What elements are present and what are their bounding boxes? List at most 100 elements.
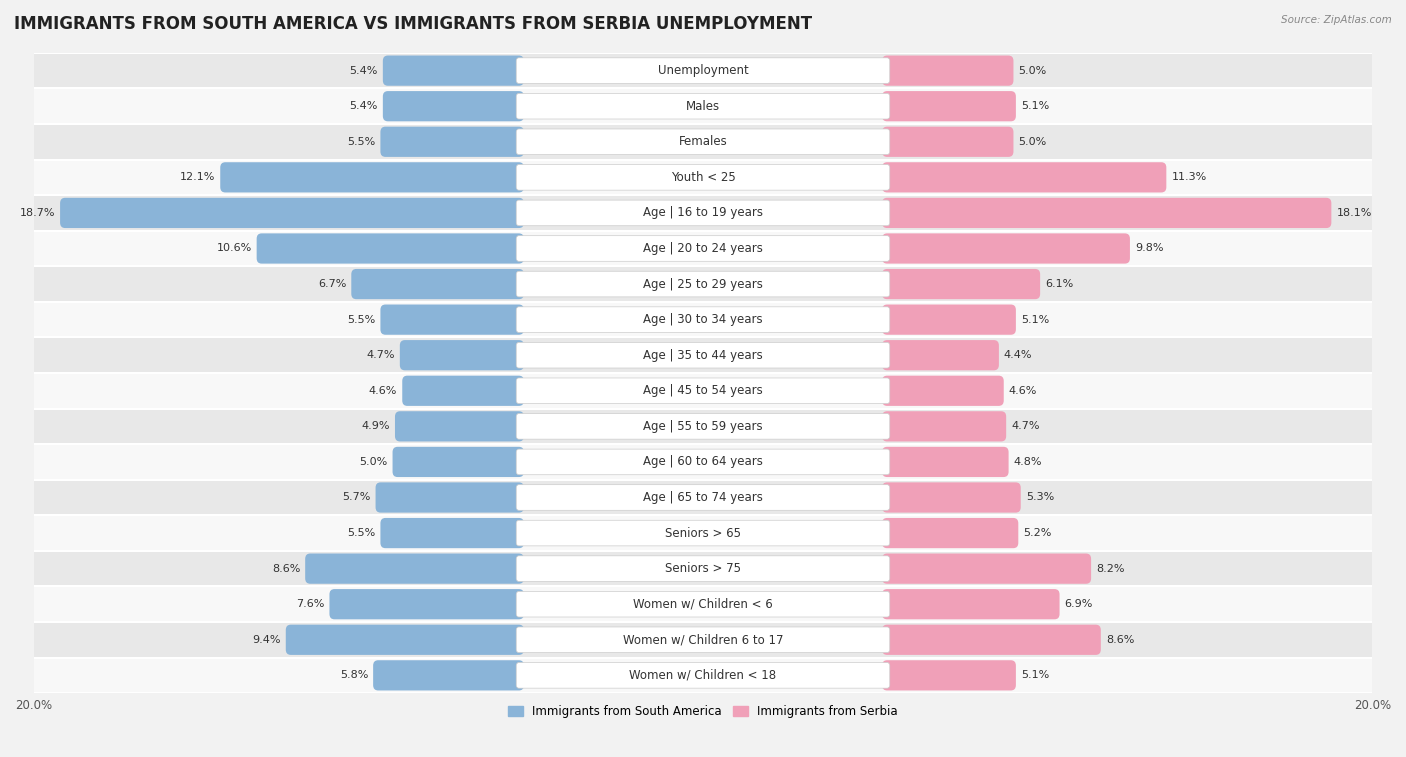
FancyBboxPatch shape <box>402 375 524 406</box>
FancyBboxPatch shape <box>882 269 1040 299</box>
FancyBboxPatch shape <box>516 520 890 546</box>
Text: 4.8%: 4.8% <box>1014 457 1042 467</box>
Text: Youth < 25: Youth < 25 <box>671 171 735 184</box>
Text: Seniors > 65: Seniors > 65 <box>665 527 741 540</box>
FancyBboxPatch shape <box>34 266 1372 302</box>
Text: 12.1%: 12.1% <box>180 173 215 182</box>
FancyBboxPatch shape <box>305 553 524 584</box>
FancyBboxPatch shape <box>882 91 1017 121</box>
FancyBboxPatch shape <box>34 587 1372 622</box>
FancyBboxPatch shape <box>34 622 1372 658</box>
Text: Females: Females <box>679 136 727 148</box>
Text: 6.9%: 6.9% <box>1064 600 1092 609</box>
FancyBboxPatch shape <box>516 235 890 261</box>
Text: 5.0%: 5.0% <box>1018 66 1046 76</box>
FancyBboxPatch shape <box>882 518 1018 548</box>
Text: 4.7%: 4.7% <box>367 350 395 360</box>
FancyBboxPatch shape <box>34 444 1372 480</box>
FancyBboxPatch shape <box>516 307 890 332</box>
Text: 5.5%: 5.5% <box>347 315 375 325</box>
FancyBboxPatch shape <box>257 233 524 263</box>
Text: 8.6%: 8.6% <box>1107 635 1135 645</box>
Text: 8.6%: 8.6% <box>271 564 299 574</box>
FancyBboxPatch shape <box>395 411 524 441</box>
FancyBboxPatch shape <box>329 589 524 619</box>
Text: 4.7%: 4.7% <box>1011 422 1039 431</box>
Text: Unemployment: Unemployment <box>658 64 748 77</box>
FancyBboxPatch shape <box>516 662 890 688</box>
FancyBboxPatch shape <box>375 482 524 512</box>
Text: 5.7%: 5.7% <box>342 493 371 503</box>
FancyBboxPatch shape <box>882 660 1017 690</box>
FancyBboxPatch shape <box>516 58 890 83</box>
FancyBboxPatch shape <box>34 231 1372 266</box>
FancyBboxPatch shape <box>516 413 890 439</box>
FancyBboxPatch shape <box>516 484 890 510</box>
FancyBboxPatch shape <box>882 198 1331 228</box>
Text: 9.8%: 9.8% <box>1135 244 1163 254</box>
FancyBboxPatch shape <box>221 162 524 192</box>
Text: 5.1%: 5.1% <box>1021 315 1049 325</box>
Text: Women w/ Children < 18: Women w/ Children < 18 <box>630 669 776 682</box>
FancyBboxPatch shape <box>882 162 1167 192</box>
FancyBboxPatch shape <box>516 627 890 653</box>
Text: 5.4%: 5.4% <box>350 101 378 111</box>
Text: 4.4%: 4.4% <box>1004 350 1032 360</box>
FancyBboxPatch shape <box>285 625 524 655</box>
FancyBboxPatch shape <box>516 164 890 190</box>
FancyBboxPatch shape <box>399 340 524 370</box>
Text: 5.3%: 5.3% <box>1026 493 1054 503</box>
FancyBboxPatch shape <box>516 93 890 119</box>
FancyBboxPatch shape <box>516 129 890 154</box>
Text: Source: ZipAtlas.com: Source: ZipAtlas.com <box>1281 15 1392 25</box>
FancyBboxPatch shape <box>882 625 1101 655</box>
FancyBboxPatch shape <box>34 658 1372 693</box>
FancyBboxPatch shape <box>882 589 1060 619</box>
Text: 5.1%: 5.1% <box>1021 101 1049 111</box>
FancyBboxPatch shape <box>381 518 524 548</box>
FancyBboxPatch shape <box>516 556 890 581</box>
FancyBboxPatch shape <box>34 409 1372 444</box>
FancyBboxPatch shape <box>34 551 1372 587</box>
Text: 9.4%: 9.4% <box>252 635 281 645</box>
FancyBboxPatch shape <box>392 447 524 477</box>
Text: 5.4%: 5.4% <box>350 66 378 76</box>
Text: Age | 65 to 74 years: Age | 65 to 74 years <box>643 491 763 504</box>
Text: IMMIGRANTS FROM SOUTH AMERICA VS IMMIGRANTS FROM SERBIA UNEMPLOYMENT: IMMIGRANTS FROM SOUTH AMERICA VS IMMIGRA… <box>14 15 813 33</box>
FancyBboxPatch shape <box>882 411 1007 441</box>
Text: 11.3%: 11.3% <box>1171 173 1206 182</box>
FancyBboxPatch shape <box>34 53 1372 89</box>
Text: Age | 16 to 19 years: Age | 16 to 19 years <box>643 207 763 220</box>
FancyBboxPatch shape <box>516 591 890 617</box>
Text: Age | 20 to 24 years: Age | 20 to 24 years <box>643 242 763 255</box>
FancyBboxPatch shape <box>882 375 1004 406</box>
FancyBboxPatch shape <box>882 553 1091 584</box>
FancyBboxPatch shape <box>882 55 1014 86</box>
FancyBboxPatch shape <box>516 342 890 368</box>
FancyBboxPatch shape <box>882 482 1021 512</box>
FancyBboxPatch shape <box>381 126 524 157</box>
FancyBboxPatch shape <box>34 373 1372 409</box>
FancyBboxPatch shape <box>516 378 890 403</box>
Text: 5.8%: 5.8% <box>340 671 368 681</box>
Legend: Immigrants from South America, Immigrants from Serbia: Immigrants from South America, Immigrant… <box>503 700 903 722</box>
Text: Seniors > 75: Seniors > 75 <box>665 562 741 575</box>
FancyBboxPatch shape <box>352 269 524 299</box>
Text: Women w/ Children 6 to 17: Women w/ Children 6 to 17 <box>623 634 783 646</box>
FancyBboxPatch shape <box>60 198 524 228</box>
FancyBboxPatch shape <box>34 89 1372 124</box>
Text: Age | 25 to 29 years: Age | 25 to 29 years <box>643 278 763 291</box>
Text: Age | 60 to 64 years: Age | 60 to 64 years <box>643 456 763 469</box>
Text: 5.5%: 5.5% <box>347 137 375 147</box>
Text: 6.1%: 6.1% <box>1045 279 1073 289</box>
FancyBboxPatch shape <box>882 447 1008 477</box>
Text: 7.6%: 7.6% <box>297 600 325 609</box>
FancyBboxPatch shape <box>382 55 524 86</box>
FancyBboxPatch shape <box>34 124 1372 160</box>
Text: 4.6%: 4.6% <box>1008 386 1038 396</box>
FancyBboxPatch shape <box>382 91 524 121</box>
Text: Males: Males <box>686 100 720 113</box>
Text: Women w/ Children < 6: Women w/ Children < 6 <box>633 598 773 611</box>
Text: 8.2%: 8.2% <box>1097 564 1125 574</box>
Text: 4.9%: 4.9% <box>361 422 389 431</box>
